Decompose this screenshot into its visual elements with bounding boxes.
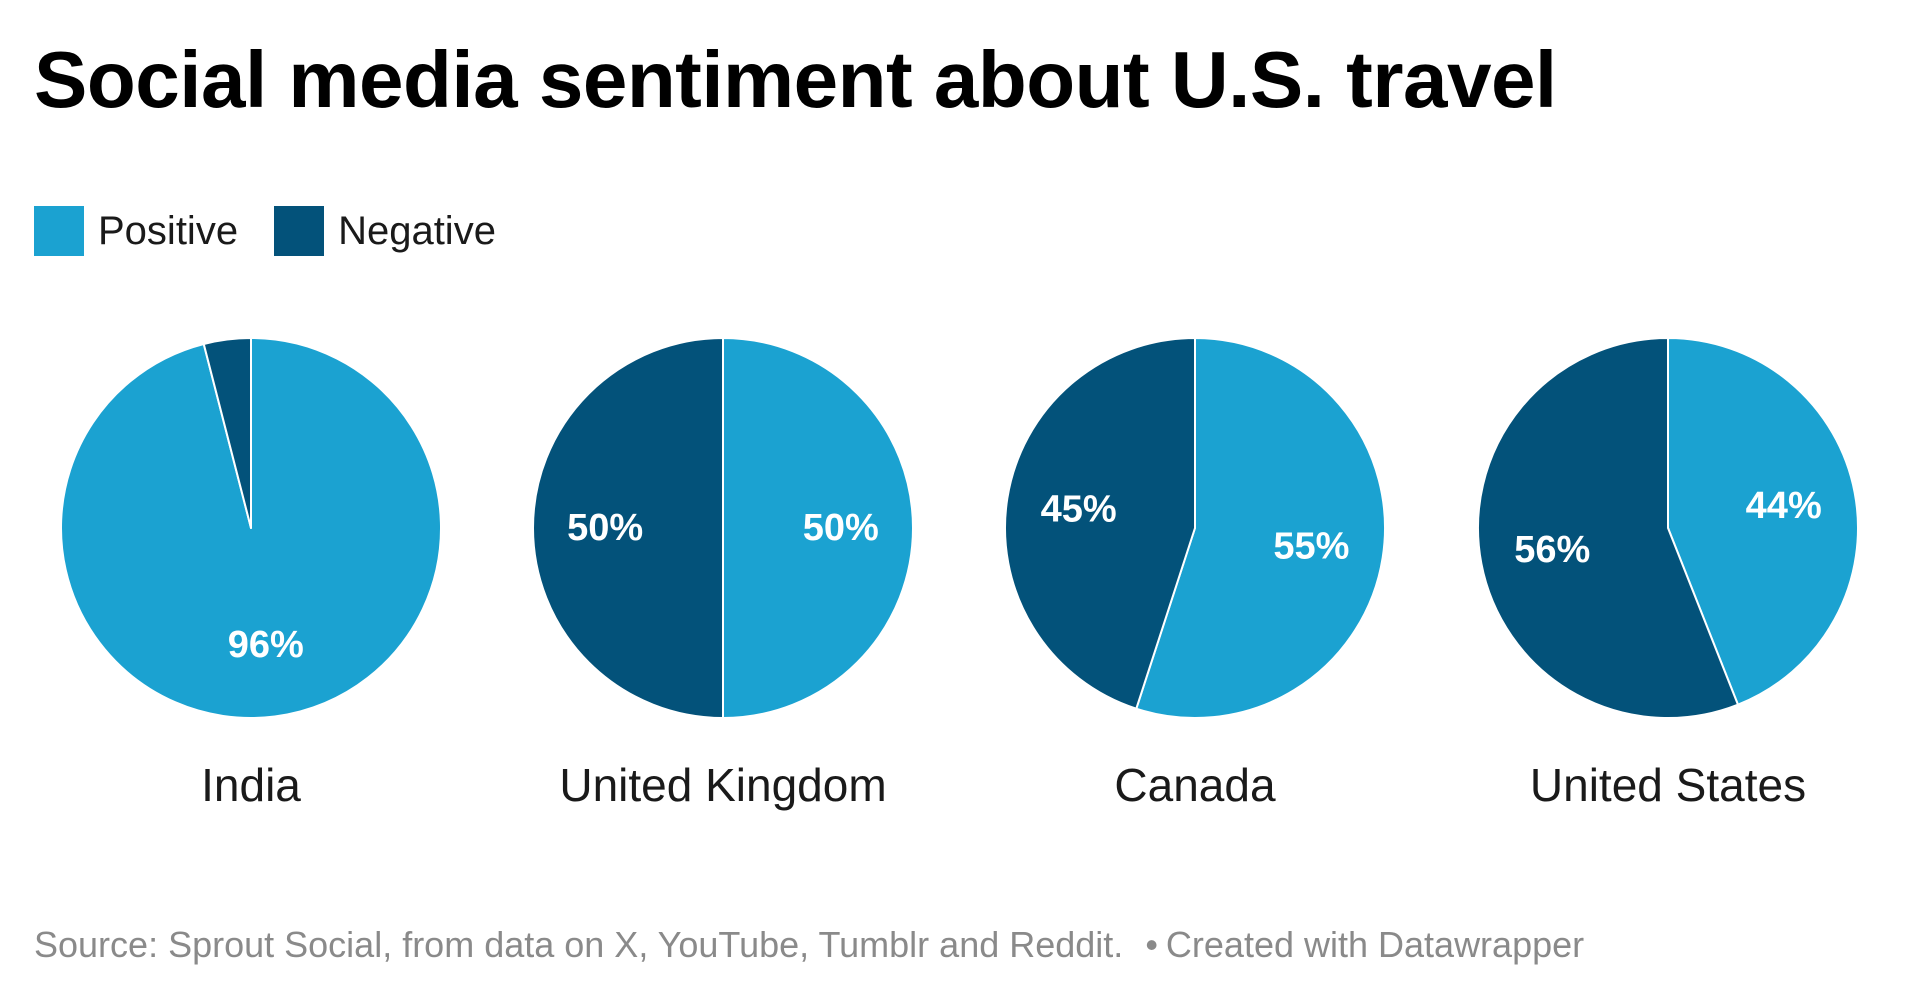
pie-value-label-india-positive: 96% xyxy=(228,624,304,666)
source-note: Source: Sprout Social, from data on X, Y… xyxy=(34,920,1584,970)
pie-value-label-united-states-positive: 44% xyxy=(1746,485,1822,527)
pie-category-label-india: India xyxy=(201,759,301,811)
pie-slice-canada-positive xyxy=(1135,337,1386,719)
pie-slice-united-states-negative xyxy=(1477,337,1739,719)
pie-value-label-united-kingdom-positive: 50% xyxy=(803,507,879,549)
pie-category-label-united-kingdom: United Kingdom xyxy=(559,759,886,811)
pie-slice-united-kingdom-negative xyxy=(532,337,724,719)
pie-india: 96% India xyxy=(60,337,442,811)
pie-category-label-united-states: United States xyxy=(1530,759,1806,811)
pie-united-kingdom: 50% 50% United Kingdom xyxy=(532,337,914,811)
pie-canada: 55% 45% Canada xyxy=(1004,337,1386,811)
pie-value-label-united-states-negative: 56% xyxy=(1514,529,1590,571)
pie-united-states: 44% 56% United States xyxy=(1477,337,1859,811)
source-text: Source: Sprout Social, from data on X, Y… xyxy=(34,924,1124,965)
pie-slice-united-kingdom-positive xyxy=(722,337,914,719)
pie-charts: 96% India 50% 50% United Kingdom 55% 45% Canada… xyxy=(60,337,1859,811)
credit-text: Created with Datawrapper xyxy=(1165,924,1585,965)
source-separator: • xyxy=(1145,924,1158,965)
pie-value-label-canada-negative: 45% xyxy=(1041,489,1117,531)
pie-category-label-canada: Canada xyxy=(1114,759,1276,811)
pie-slice-canada-negative xyxy=(1004,337,1196,710)
legend-swatch-negative xyxy=(274,206,325,256)
pie-value-label-canada-positive: 55% xyxy=(1273,525,1349,567)
pie-slice-india-negative xyxy=(202,337,252,529)
pie-slice-united-states-positive xyxy=(1667,337,1859,706)
chart-title: Social media sentiment about U.S. travel xyxy=(34,35,1557,124)
legend-item-negative: Negative xyxy=(274,206,496,256)
legend-label-positive: Positive xyxy=(98,208,239,253)
legend: Positive Negative xyxy=(34,205,532,257)
pie-value-label-united-kingdom-negative: 50% xyxy=(567,507,643,549)
legend-label-negative: Negative xyxy=(338,208,496,253)
legend-item-positive: Positive xyxy=(34,206,238,256)
legend-swatch-positive xyxy=(34,206,84,256)
